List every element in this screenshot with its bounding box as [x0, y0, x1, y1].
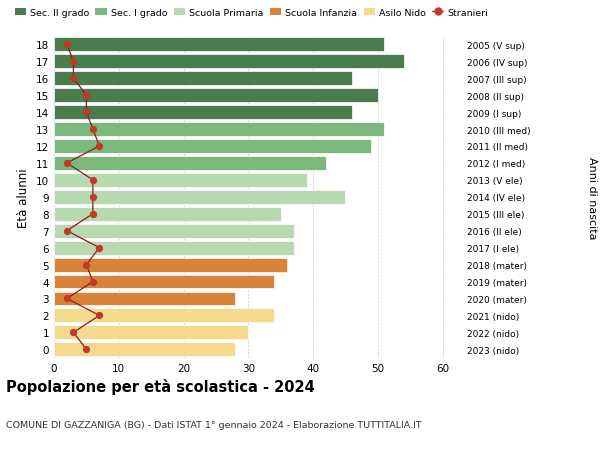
- Point: [95, 312, 104, 319]
- Point: [62, 295, 72, 302]
- Point: [88, 177, 98, 184]
- Bar: [54, 38, 384, 52]
- Point: [68, 75, 78, 83]
- Point: [88, 211, 98, 218]
- Point: [82, 92, 91, 100]
- Text: COMUNE DI GAZZANIGA (BG) - Dati ISTAT 1° gennaio 2024 - Elaborazione TUTTITALIA.: COMUNE DI GAZZANIGA (BG) - Dati ISTAT 1°…: [6, 420, 422, 429]
- Point: [82, 346, 91, 353]
- Bar: [54, 241, 293, 255]
- Bar: [54, 123, 384, 137]
- Bar: [54, 224, 293, 238]
- Bar: [54, 55, 404, 69]
- Point: [82, 261, 91, 269]
- Y-axis label: Età alunni: Età alunni: [17, 168, 31, 227]
- Point: [88, 194, 98, 201]
- Bar: [54, 258, 287, 272]
- Text: Popolazione per età scolastica - 2024: Popolazione per età scolastica - 2024: [6, 379, 315, 395]
- Point: [95, 245, 104, 252]
- Point: [68, 58, 78, 66]
- Bar: [54, 292, 235, 306]
- Bar: [54, 309, 274, 323]
- Point: [62, 41, 72, 49]
- Bar: [54, 106, 352, 120]
- Point: [62, 228, 72, 235]
- Bar: [54, 174, 307, 187]
- Legend: Sec. II grado, Sec. I grado, Scuola Primaria, Scuola Infanzia, Asilo Nido, Stran: Sec. II grado, Sec. I grado, Scuola Prim…: [11, 5, 492, 22]
- Bar: [54, 89, 378, 103]
- Bar: [54, 275, 274, 289]
- Point: [68, 329, 78, 336]
- Bar: [54, 140, 371, 154]
- Bar: [54, 190, 346, 204]
- Bar: [54, 326, 248, 340]
- Point: [88, 126, 98, 134]
- Point: [82, 109, 91, 117]
- Bar: [54, 207, 281, 221]
- Text: Anni di nascita: Anni di nascita: [587, 156, 597, 239]
- Point: [62, 160, 72, 167]
- Point: [88, 278, 98, 285]
- Point: [95, 143, 104, 150]
- Bar: [54, 72, 352, 86]
- Bar: [54, 342, 235, 357]
- Bar: [54, 157, 326, 170]
